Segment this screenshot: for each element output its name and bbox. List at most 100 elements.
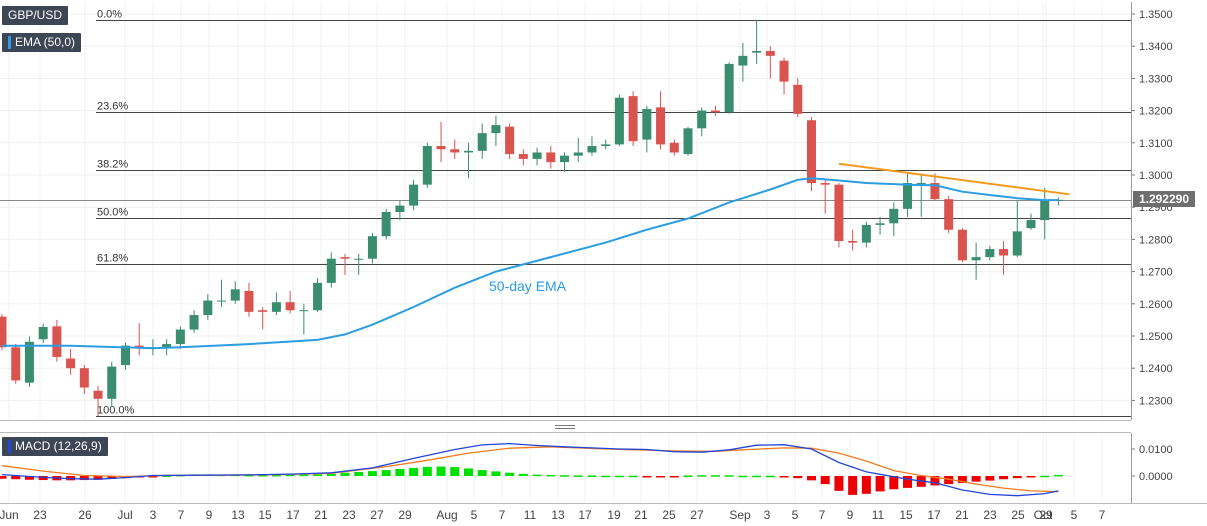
macd-histogram-bar-negative [0, 476, 7, 479]
macd-histogram-bar-negative [642, 476, 652, 478]
ema-swatch [8, 36, 11, 49]
candle-body-bear [957, 229, 967, 261]
candle-body-bull [107, 366, 117, 399]
candle-body-bull [491, 125, 501, 134]
x-tick-label: 11 [524, 508, 537, 522]
macd-histogram-bar-negative [148, 476, 158, 478]
macd-histogram-bar-negative [957, 476, 967, 484]
candle-body-bull [1012, 231, 1022, 256]
macd-histogram-bar-negative [861, 476, 871, 494]
candle-body-bull [313, 282, 323, 311]
y-tick-label: 1.2800 [1139, 234, 1173, 246]
macd-legend[interactable]: MACD (12,26,9) [2, 437, 108, 456]
macd-histogram-bar-negative [889, 476, 899, 490]
fib-level-label: 23.6% [97, 101, 128, 113]
macd-histogram-bar-positive [505, 472, 515, 476]
macd-panel-bg [0, 433, 1131, 503]
y-tick-label: 1.2400 [1139, 363, 1173, 375]
macd-histogram-bar-negative [11, 476, 21, 480]
candle-body-bear [505, 126, 515, 155]
macd-swatch [8, 440, 11, 453]
candle-body-bear [820, 183, 830, 185]
panel-resize-handle[interactable] [555, 425, 575, 431]
macd-line [1, 442, 1059, 497]
candle-body-bear [765, 51, 775, 56]
x-tick-label: Jun [0, 508, 19, 522]
candle-body-bull [120, 345, 130, 365]
x-tick-label: 23 [983, 508, 997, 522]
candle-body-bear [79, 368, 89, 388]
macd-histogram-bar-positive [299, 474, 309, 477]
candle-body-bear [93, 390, 103, 399]
macd-histogram-bar-negative [107, 476, 117, 479]
candle-body-bear [66, 358, 76, 369]
x-tick-label: 9 [206, 508, 213, 522]
macd-histogram-bar-negative [1026, 476, 1036, 478]
macd-histogram-bar-negative [903, 476, 913, 488]
candle-body-bull [395, 205, 405, 213]
x-tick-label: 17 [927, 508, 941, 522]
macd-panel [0, 442, 1063, 497]
candle-body-bear [806, 120, 816, 184]
candle-body-bull [409, 184, 419, 206]
candle-body-bear [793, 84, 803, 114]
candle-body-bull [532, 152, 542, 159]
candle-body-bear [999, 249, 1009, 256]
macd-histogram-bar-positive [463, 468, 473, 476]
candle-body-bull [985, 249, 995, 258]
y-tick-label: 1.2500 [1139, 331, 1173, 343]
candle-body-bull [889, 208, 899, 224]
symbol-legend[interactable]: GBP/USD [2, 6, 69, 25]
candle-body-bull [875, 223, 885, 225]
candle-body-bear [285, 302, 295, 311]
macd-histogram-bar-positive [162, 475, 172, 477]
macd-histogram-bar-negative [79, 476, 89, 481]
y-tick-label: 1.2300 [1139, 395, 1173, 407]
x-tick-label: 25 [662, 508, 676, 522]
x-tick-label: 11 [872, 508, 885, 522]
macd-histogram-bar-positive [381, 470, 391, 476]
macd-histogram-bar-positive [587, 475, 597, 477]
macd-histogram-bar-positive [1040, 475, 1050, 478]
candle-body-bear [340, 257, 350, 259]
x-tick-label: 17 [578, 508, 592, 522]
x-tick-label: 7 [1099, 508, 1106, 522]
macd-histogram-bar-positive [477, 470, 487, 476]
macd-histogram-bar-negative [793, 476, 803, 479]
candle-body-bear [546, 152, 556, 163]
x-tick-label: 23 [342, 508, 356, 522]
candle-body-bull [1053, 199, 1063, 201]
x-tick-label: 26 [78, 508, 92, 522]
main-panel-bg [0, 2, 1131, 420]
x-tick-label: 13 [231, 508, 245, 522]
candle-body-bull [861, 224, 871, 243]
x-tick-label: 17 [286, 508, 300, 522]
ema-50-line [2, 177, 1059, 350]
candle-body-bull [724, 63, 734, 113]
macd-histogram-bar-positive [326, 473, 336, 476]
y-tick-label: 1.3200 [1139, 106, 1173, 118]
x-tick-label: Sep [729, 508, 751, 522]
fibonacci-levels: 0.0% 23.6% 38.2% 50.0% 61.8% 100.0% [0, 9, 1131, 417]
fib-level-label: 38.2% [97, 159, 128, 171]
macd-histogram-bar-positive [697, 475, 707, 477]
candle-body-bear [669, 142, 679, 153]
candle-body-bull [560, 155, 570, 163]
y-tick-label: 1.3300 [1139, 73, 1173, 85]
candle-body-bear [258, 310, 268, 312]
macd-histogram-bar-negative [944, 476, 954, 485]
macd-histogram-bar-positive [532, 474, 542, 477]
macd-histogram-bar-positive [765, 475, 775, 478]
candle-body-bull [367, 236, 377, 259]
macd-histogram-bar-negative [971, 476, 981, 482]
candle-body-bull [230, 289, 240, 301]
candle-body-bull [752, 51, 762, 53]
ema-legend[interactable]: EMA (50,0) [2, 33, 82, 52]
macd-histogram-bar-negative [93, 476, 103, 480]
resistance-trendline [838, 162, 1070, 196]
x-tick-label: Oct [1034, 508, 1053, 522]
x-tick-label: 7 [499, 508, 506, 522]
macd-histogram-bar-positive [422, 466, 432, 476]
x-tick-label: 21 [955, 508, 969, 522]
y-tick-label: 1.2700 [1139, 267, 1173, 279]
